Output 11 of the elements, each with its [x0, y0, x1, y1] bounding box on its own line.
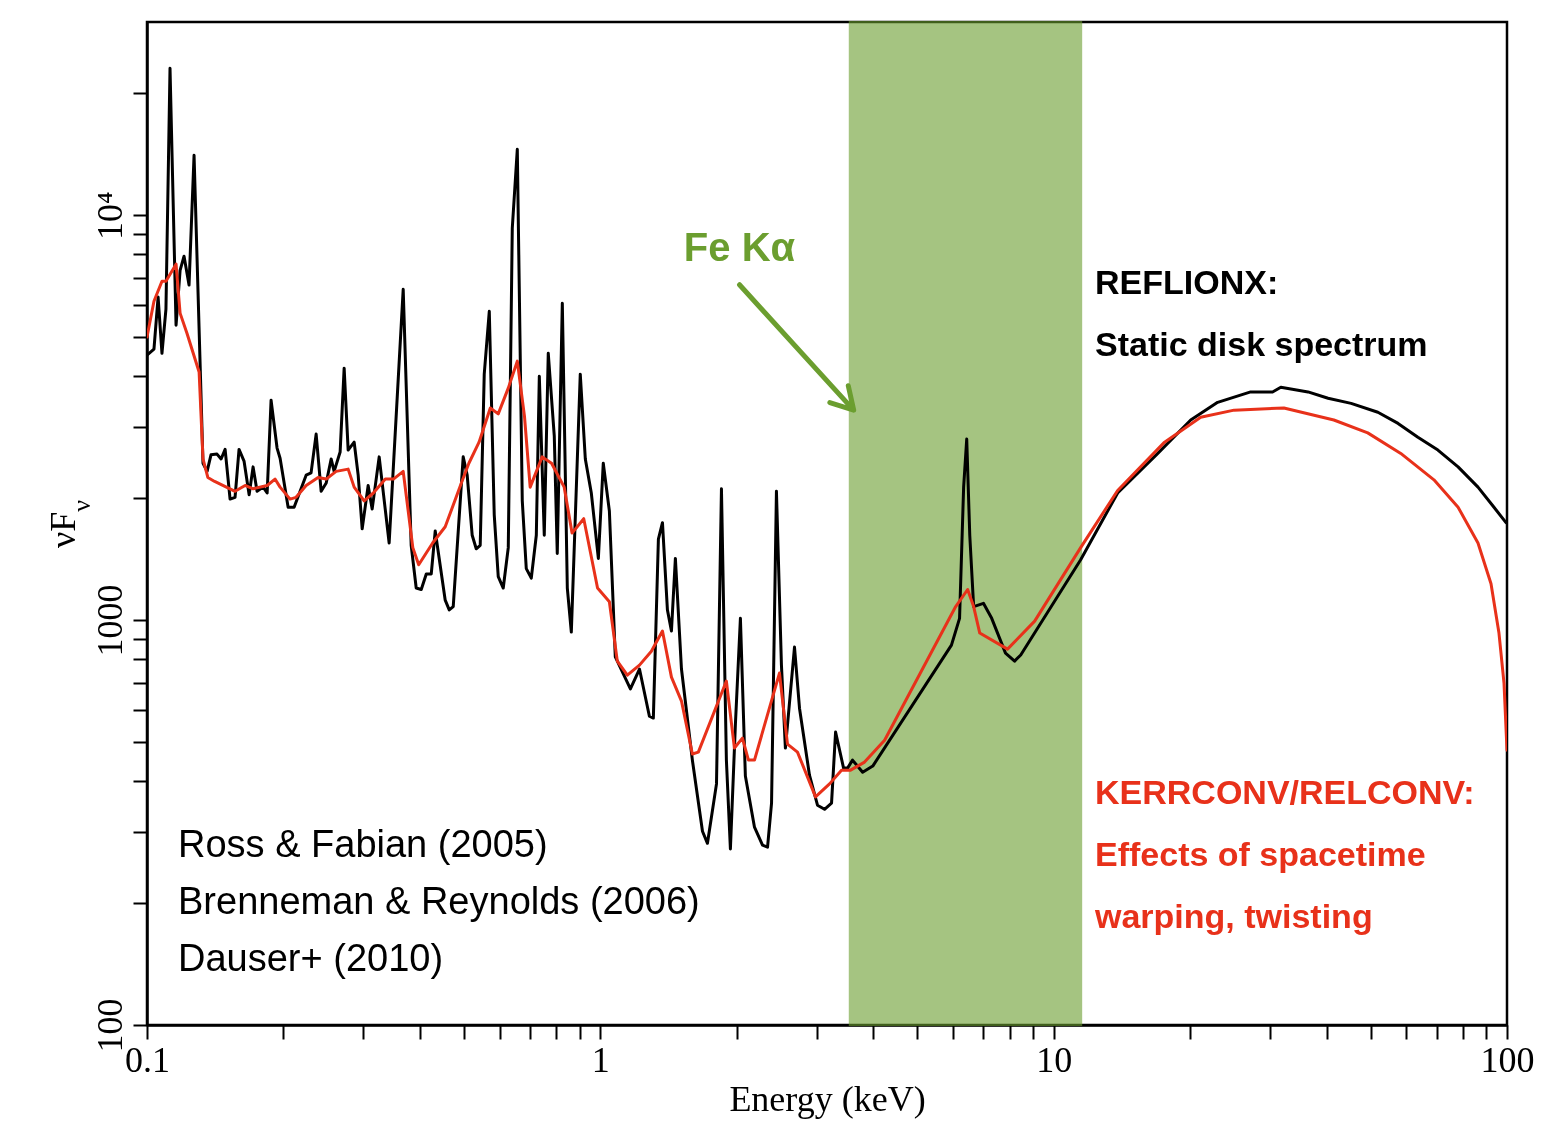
- band-label: Fe Kα: [683, 224, 796, 269]
- x-axis-title: Energy (keV): [729, 1078, 926, 1119]
- x-tick-label: 0.1: [125, 1039, 170, 1080]
- series-label: REFLIONX: Static disk spectrum: [1095, 263, 1428, 363]
- annotation: Ross & Fabian (2005) Brenneman & Reynolds (2006) Dauser+ (2010): [178, 823, 700, 979]
- x-tick-label: 100: [1480, 1039, 1535, 1080]
- y-tick-label: 1000: [89, 584, 130, 657]
- series-label: KERRCONV/RELCONV: Effects of spacetime warping, twisting: [1094, 773, 1475, 935]
- x-tick-label: 10: [1036, 1039, 1073, 1080]
- x-tick-label: 1: [591, 1039, 610, 1080]
- y-tick-label: 10⁴: [89, 191, 130, 240]
